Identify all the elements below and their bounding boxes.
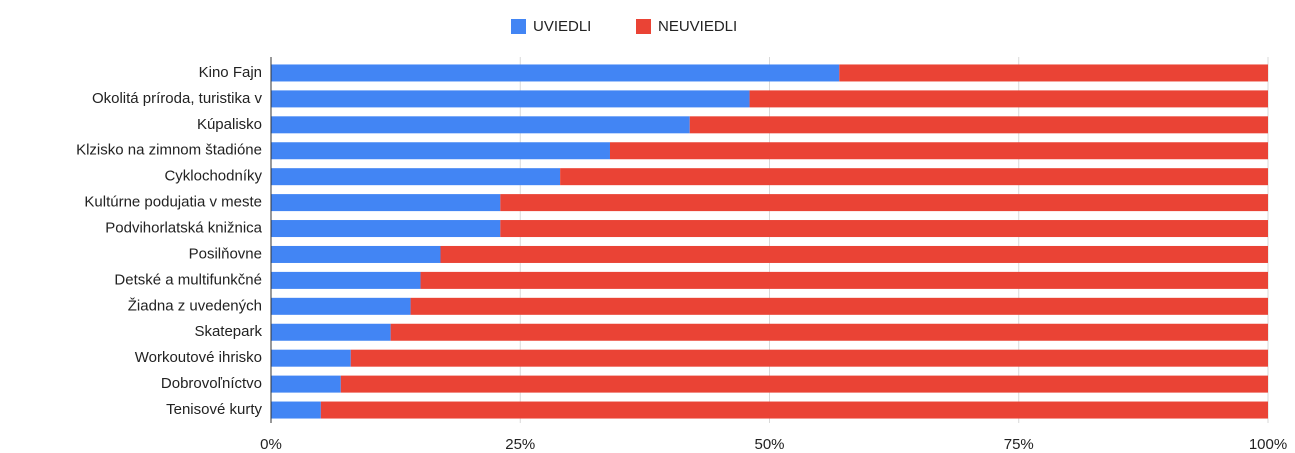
- y-tick-label: Skatepark: [194, 323, 262, 340]
- bar: [320, 401, 1269, 419]
- bar: [271, 168, 561, 186]
- y-tick-label: Detské a multifunkčné: [114, 271, 262, 288]
- bar: [560, 168, 1268, 186]
- bar: [271, 271, 421, 289]
- y-tick-label: Podvihorlatská knižnica: [105, 220, 262, 237]
- bar: [271, 142, 610, 160]
- x-tick-label: 25%: [505, 436, 535, 453]
- bar: [271, 116, 690, 134]
- y-tick-label: Klzisko na zimnom štadióne: [76, 142, 262, 159]
- bar: [689, 116, 1268, 134]
- bar: [609, 142, 1268, 160]
- bar: [350, 349, 1268, 367]
- y-tick-label: Kultúrne podujatia v meste: [84, 194, 262, 211]
- bar: [271, 375, 341, 393]
- y-tick-label: Posilňovne: [189, 245, 262, 262]
- bar: [271, 401, 321, 419]
- legend-swatch: [511, 19, 526, 34]
- bar: [271, 90, 750, 108]
- x-tick-label: 75%: [1004, 436, 1034, 453]
- bar: [500, 220, 1268, 238]
- y-tick-label: Kino Fajn: [199, 64, 262, 81]
- legend-label: UVIEDLI: [533, 18, 591, 35]
- y-tick-label: Kúpalisko: [197, 116, 262, 133]
- bar: [500, 194, 1268, 212]
- bar: [271, 323, 391, 341]
- bar: [271, 64, 840, 82]
- bar: [839, 64, 1268, 82]
- bar: [390, 323, 1268, 341]
- bar: [271, 220, 501, 238]
- y-tick-label: Okolitá príroda, turistika v: [92, 90, 263, 107]
- bar: [271, 349, 351, 367]
- bar: [271, 194, 501, 212]
- y-tick-label: Workoutové ihrisko: [135, 349, 262, 366]
- bar: [420, 271, 1268, 289]
- legend-label: NEUVIEDLI: [658, 18, 737, 35]
- bar: [271, 245, 441, 263]
- y-tick-label: Dobrovoľníctvo: [161, 375, 262, 392]
- x-tick-label: 100%: [1249, 436, 1287, 453]
- bar: [340, 375, 1268, 393]
- bar: [749, 90, 1268, 108]
- x-tick-label: 50%: [754, 436, 784, 453]
- y-tick-label: Cyklochodníky: [164, 168, 262, 185]
- bar: [271, 297, 411, 315]
- bar: [440, 245, 1268, 263]
- y-tick-label: Tenisové kurty: [166, 401, 262, 418]
- x-tick-label: 0%: [260, 436, 282, 453]
- bar: [410, 297, 1269, 315]
- legend-swatch: [636, 19, 651, 34]
- y-tick-label: Žiadna z uvedených: [128, 297, 262, 314]
